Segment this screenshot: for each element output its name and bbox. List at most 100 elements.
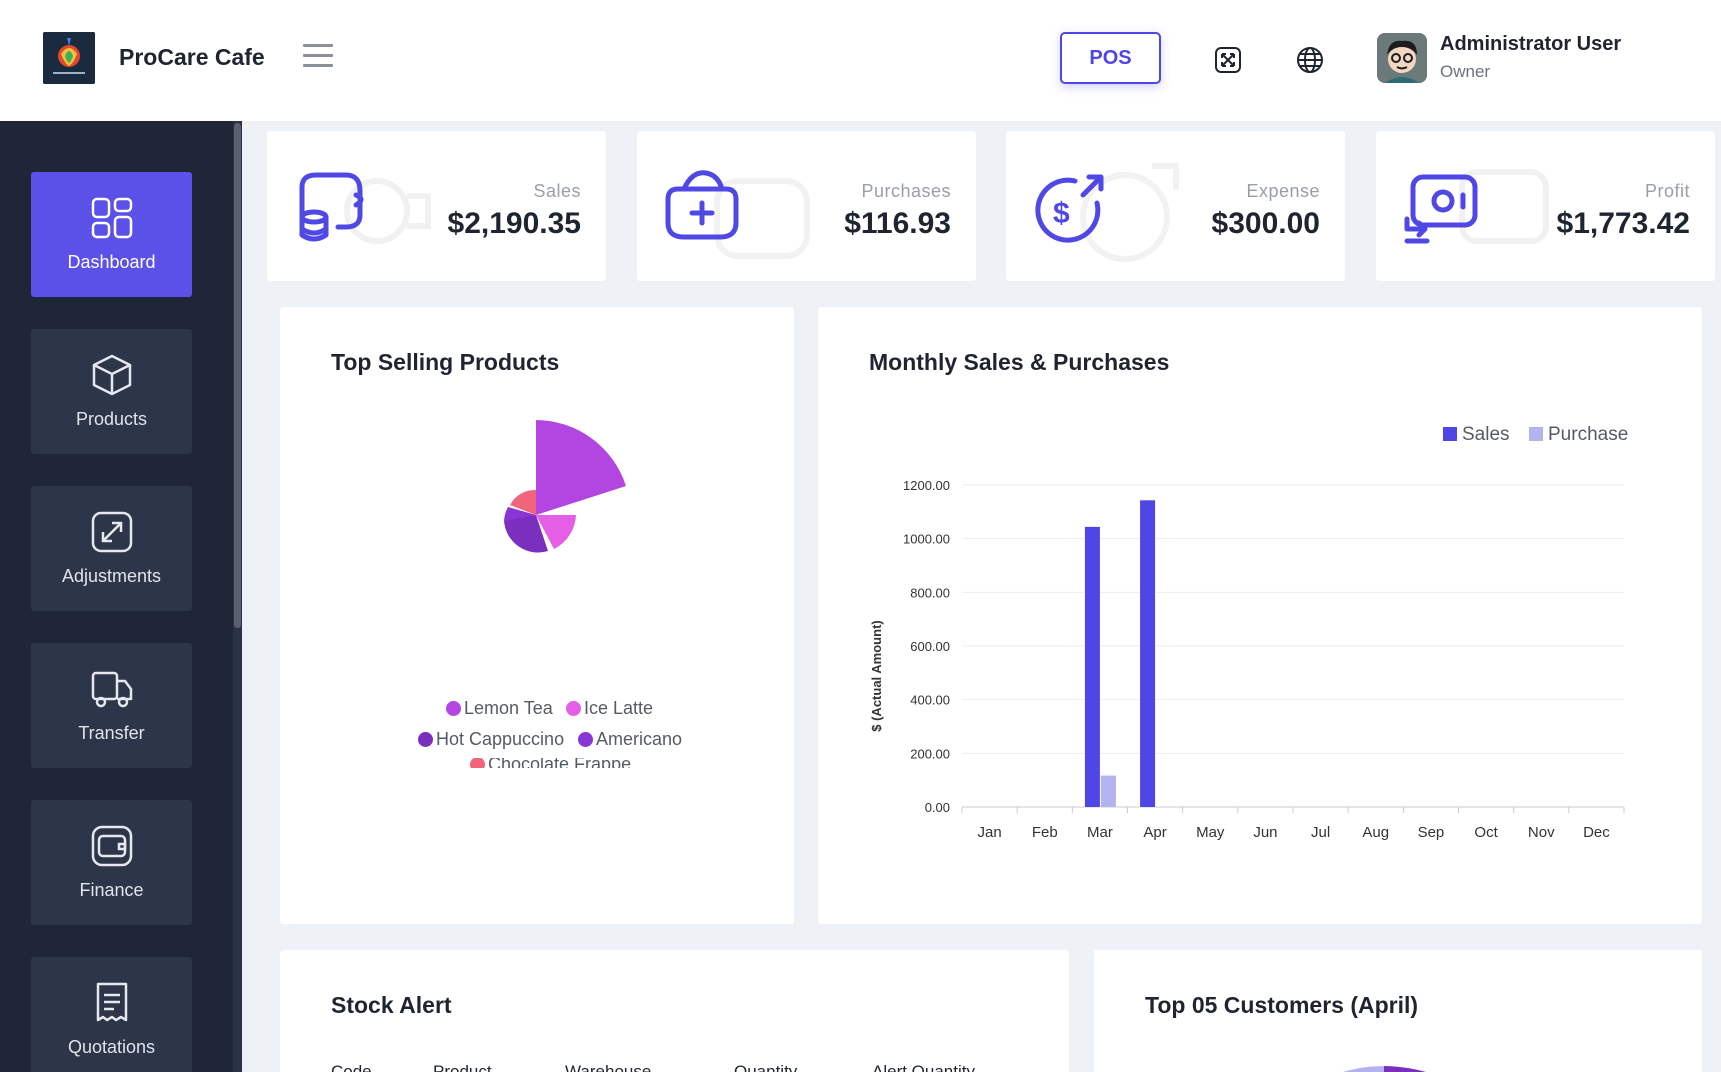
stat-value: $2,190.35 [447, 207, 581, 240]
stat-card-expense[interactable]: $ Expense $300.00 [1006, 131, 1345, 281]
legend-item-chocolate-frappe[interactable]: Chocolate Frappe [470, 758, 631, 768]
x-tick-label: Feb [1032, 824, 1058, 841]
money-exchange-icon [1404, 174, 1478, 244]
sidebar-item-label: Products [75, 409, 148, 429]
x-tick-label: Jan [977, 824, 1001, 841]
stat-card-purchases[interactable]: Purchases $116.93 [637, 131, 976, 281]
app-name: ProCare Cafe [119, 44, 265, 70]
y-tick-label: 200.00 [910, 746, 950, 761]
legend-item-lemon-tea[interactable]: Lemon Tea [446, 698, 553, 719]
legend-clip: Chocolate Frappe [470, 758, 670, 768]
sidebar-item-dashboard[interactable]: Dashboard [31, 172, 192, 297]
legend-item-americano[interactable]: Americano [578, 729, 682, 750]
y-tick-label: 600.00 [910, 639, 950, 654]
user-role: Owner [1440, 62, 1491, 81]
stat-value: $1,773.42 [1556, 207, 1690, 240]
stat-label: Sales [533, 181, 581, 201]
pos-button[interactable]: POS [1060, 32, 1161, 84]
legend-item-purchase[interactable]: Purchase [1529, 424, 1628, 446]
sidebar-item-finance[interactable]: Finance [31, 800, 192, 925]
procare-logo[interactable] [43, 32, 95, 84]
top-header: ProCare Cafe POS Administrator User Owne… [0, 0, 1721, 121]
coins-hand-icon [299, 172, 364, 242]
user-name: Administrator User [1440, 33, 1622, 55]
stat-value: $300.00 [1211, 207, 1320, 240]
legend-label: Purchase [1548, 424, 1629, 445]
legend-label: Sales [1462, 424, 1510, 445]
hamburger-menu-icon[interactable] [303, 44, 333, 70]
y-tick-label: 800.00 [910, 585, 950, 600]
panel-title: Stock Alert [331, 992, 452, 1018]
customers-pie-chart-top [1342, 1066, 1426, 1072]
column-header-alert-quantity[interactable]: Alert Quantity [872, 1062, 975, 1072]
top-selling-products-panel: Top Selling Products Lemon Tea Ice Latte… [280, 307, 794, 924]
stat-label: Purchases [861, 181, 951, 201]
receipt-icon [96, 982, 127, 1022]
legend-item-ice-latte[interactable]: Ice Latte [566, 698, 653, 719]
pie-slice-ice-latte[interactable] [536, 515, 576, 549]
legend-item-hot-cappuccino[interactable]: Hot Cappuccino [418, 729, 564, 750]
stat-card-profit[interactable]: Profit $1,773.42 [1376, 131, 1715, 281]
sidebar-scroll-thumb[interactable] [234, 123, 241, 628]
dollar-up-icon: $ [1035, 174, 1104, 243]
stat-label: Profit [1644, 181, 1690, 201]
sidebar-item-label: Dashboard [67, 252, 156, 272]
x-tick-label: Jun [1253, 824, 1277, 841]
column-header-warehouse[interactable]: Warehouse [565, 1062, 652, 1072]
x-tick-label: Sep [1418, 824, 1445, 841]
fullscreen-icon[interactable] [1212, 44, 1244, 76]
adjust-icon [91, 511, 132, 553]
sidebar-item-transfer[interactable]: Transfer [31, 643, 192, 768]
pie-slice-lemon-tea[interactable] [536, 420, 626, 515]
sidebar-item-label: Adjustments [61, 566, 162, 586]
basket-plus-icon [665, 170, 739, 240]
y-tick-label: 1200.00 [903, 478, 950, 493]
y-axis-title: $ (Actual Amount) [869, 620, 884, 731]
bar-chart: 0.00 200.00 400.00 600.00 800.00 1000.00 1200.… [869, 478, 1625, 841]
stock-alert-panel: Stock Alert Code Product Warehouse Quant… [280, 950, 1069, 1072]
stat-card-sales[interactable]: Sales $2,190.35 [267, 131, 606, 281]
sidebar-item-products[interactable]: Products [31, 329, 192, 454]
x-tick-label: Mar [1087, 824, 1113, 841]
pie-chart [504, 420, 626, 553]
panel-title: Top 05 Customers (April) [1145, 992, 1419, 1018]
legend-label: Lemon Tea [464, 698, 553, 718]
column-header-product[interactable]: Product [433, 1062, 492, 1072]
sidebar-item-label: Finance [79, 880, 144, 900]
x-tick-label: May [1196, 824, 1225, 841]
stat-value: $116.93 [844, 207, 951, 240]
x-tick-label: Jul [1311, 824, 1330, 841]
legend-label: Chocolate Frappe [488, 758, 632, 768]
sidebar-item-label: Quotations [67, 1037, 156, 1057]
avatar[interactable] [1377, 33, 1427, 83]
legend-label: Ice Latte [584, 698, 654, 718]
y-tick-label: 400.00 [910, 693, 950, 708]
pie-slice-americano[interactable] [504, 507, 536, 521]
sidebar-item-quotations[interactable]: Quotations [31, 957, 192, 1072]
globe-icon[interactable] [1294, 44, 1326, 76]
wallet-icon [91, 825, 132, 867]
y-tick-label: 0.00 [925, 800, 950, 815]
dashboard-icon [91, 197, 132, 239]
bar-sales-apr[interactable] [1140, 500, 1156, 807]
x-tick-label: Aug [1362, 824, 1389, 841]
legend-label: Americano [596, 729, 683, 749]
stat-label: Expense [1246, 181, 1320, 201]
bar-purchase-mar[interactable] [1100, 775, 1116, 807]
panel-title: Top Selling Products [331, 349, 560, 375]
monthly-sales-purchases-panel: Monthly Sales & Purchases Sales Purchase… [818, 307, 1702, 924]
column-header-quantity[interactable]: Quantity [734, 1062, 798, 1072]
pie-slice-chocolate-frappe[interactable] [510, 489, 536, 515]
bar-sales-mar[interactable] [1084, 526, 1100, 807]
legend-item-sales[interactable]: Sales [1443, 424, 1510, 446]
truck-icon [91, 671, 132, 708]
column-header-code[interactable]: Code [331, 1062, 372, 1072]
panel-title: Monthly Sales & Purchases [869, 349, 1170, 375]
x-tick-label: Oct [1474, 824, 1498, 841]
pie-slice-hot-cappuccino[interactable] [504, 515, 548, 553]
top-customers-panel: Top 05 Customers (April) [1094, 950, 1702, 1072]
sidebar-item-adjustments[interactable]: Adjustments [31, 486, 192, 611]
y-tick-label: 1000.00 [903, 532, 950, 547]
legend-label: Hot Cappuccino [436, 729, 565, 749]
svg-text:$: $ [1053, 197, 1070, 230]
